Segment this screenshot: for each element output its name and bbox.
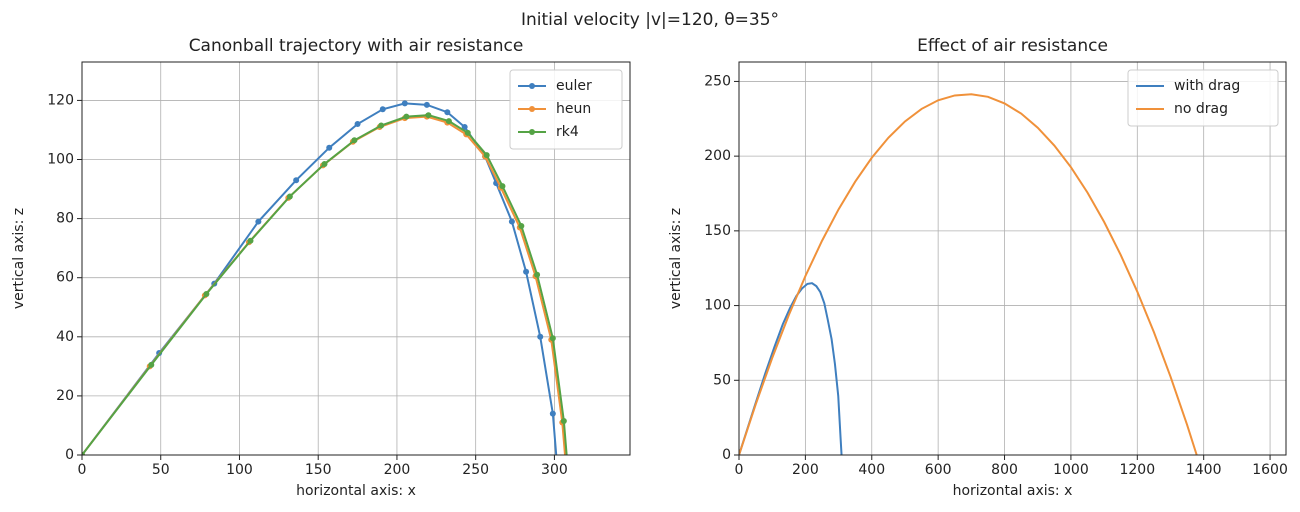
marker	[445, 118, 452, 125]
y-tick-label: 40	[56, 329, 74, 345]
figure-title: Initial velocity |v|=120, θ=35°	[521, 10, 779, 30]
y-tick-label: 0	[65, 447, 74, 463]
marker	[499, 183, 506, 190]
y-tick-label: 120	[47, 92, 74, 108]
y-tick-label: 0	[722, 447, 731, 463]
marker	[379, 106, 386, 113]
series-line	[739, 282, 843, 455]
legend-marker	[529, 129, 535, 135]
plot-area	[82, 100, 568, 493]
marker	[444, 109, 451, 116]
marker	[203, 290, 210, 297]
y-tick-label: 150	[704, 223, 731, 239]
marker	[534, 271, 541, 278]
marker	[560, 418, 567, 425]
x-tick-label: 800	[991, 462, 1018, 478]
x-tick-label: 0	[78, 462, 87, 478]
y-tick-label: 250	[704, 73, 731, 89]
y-tick-label: 60	[56, 270, 74, 286]
x-axis-label: horizontal axis: x	[296, 483, 416, 499]
x-tick-label: 200	[792, 462, 819, 478]
legend-label: euler	[556, 78, 592, 94]
x-tick-label: 300	[541, 462, 568, 478]
x-tick-label: 1400	[1186, 462, 1222, 478]
marker	[464, 129, 471, 136]
x-tick-label: 150	[305, 462, 332, 478]
marker	[549, 410, 556, 417]
marker	[247, 237, 254, 244]
y-tick-label: 200	[704, 148, 731, 164]
legend-box	[509, 69, 623, 150]
chart-title: Effect of air resistance	[917, 36, 1108, 56]
marker	[425, 112, 432, 119]
y-tick-label: 100	[704, 298, 731, 314]
legend-box	[1127, 69, 1279, 127]
marker	[293, 177, 300, 184]
x-tick-label: 100	[226, 462, 253, 478]
marker	[255, 218, 262, 225]
legend-marker	[529, 106, 535, 112]
axes-frame	[81, 61, 631, 456]
marker	[518, 222, 525, 229]
marker	[537, 333, 544, 340]
marker	[549, 335, 556, 342]
marker	[354, 121, 361, 128]
marker	[378, 122, 385, 129]
marker	[351, 137, 358, 144]
plot-area	[739, 93, 1198, 455]
series-line	[82, 114, 568, 455]
x-tick-label: 600	[925, 462, 952, 478]
marker	[82, 452, 85, 455]
marker	[326, 144, 333, 151]
marker	[461, 124, 468, 131]
axes-frame	[738, 61, 1287, 456]
x-tick-label: 400	[858, 462, 885, 478]
marker	[401, 100, 408, 107]
y-tick-label: 20	[56, 388, 74, 404]
x-tick-label: 1000	[1053, 462, 1089, 478]
x-tick-label: 0	[735, 462, 744, 478]
legend-label: rk4	[556, 124, 579, 140]
marker	[483, 152, 490, 159]
legend-label: heun	[556, 101, 591, 117]
marker	[403, 113, 410, 120]
marker	[286, 193, 293, 200]
marker	[523, 268, 530, 275]
marker	[508, 218, 515, 225]
y-axis-label: vertical axis: z	[11, 208, 27, 309]
legend-label: no drag	[1174, 101, 1228, 117]
x-axis-label: horizontal axis: x	[953, 483, 1073, 499]
x-tick-label: 250	[462, 462, 489, 478]
marker	[148, 361, 155, 368]
legend-label: with drag	[1174, 78, 1240, 94]
legend-marker	[529, 83, 535, 89]
x-tick-label: 1200	[1119, 462, 1155, 478]
marker	[423, 101, 430, 108]
y-tick-label: 50	[713, 372, 731, 388]
marker	[556, 487, 562, 493]
x-tick-label: 1600	[1252, 462, 1288, 478]
series-line	[739, 93, 1198, 455]
x-tick-label: 50	[152, 462, 170, 478]
y-axis-label: vertical axis: z	[668, 208, 684, 309]
marker	[321, 160, 328, 167]
x-tick-label: 200	[384, 462, 411, 478]
y-tick-label: 80	[56, 211, 74, 227]
chart-title: Canonball trajectory with air resistance	[189, 36, 524, 56]
y-tick-label: 100	[47, 152, 74, 168]
